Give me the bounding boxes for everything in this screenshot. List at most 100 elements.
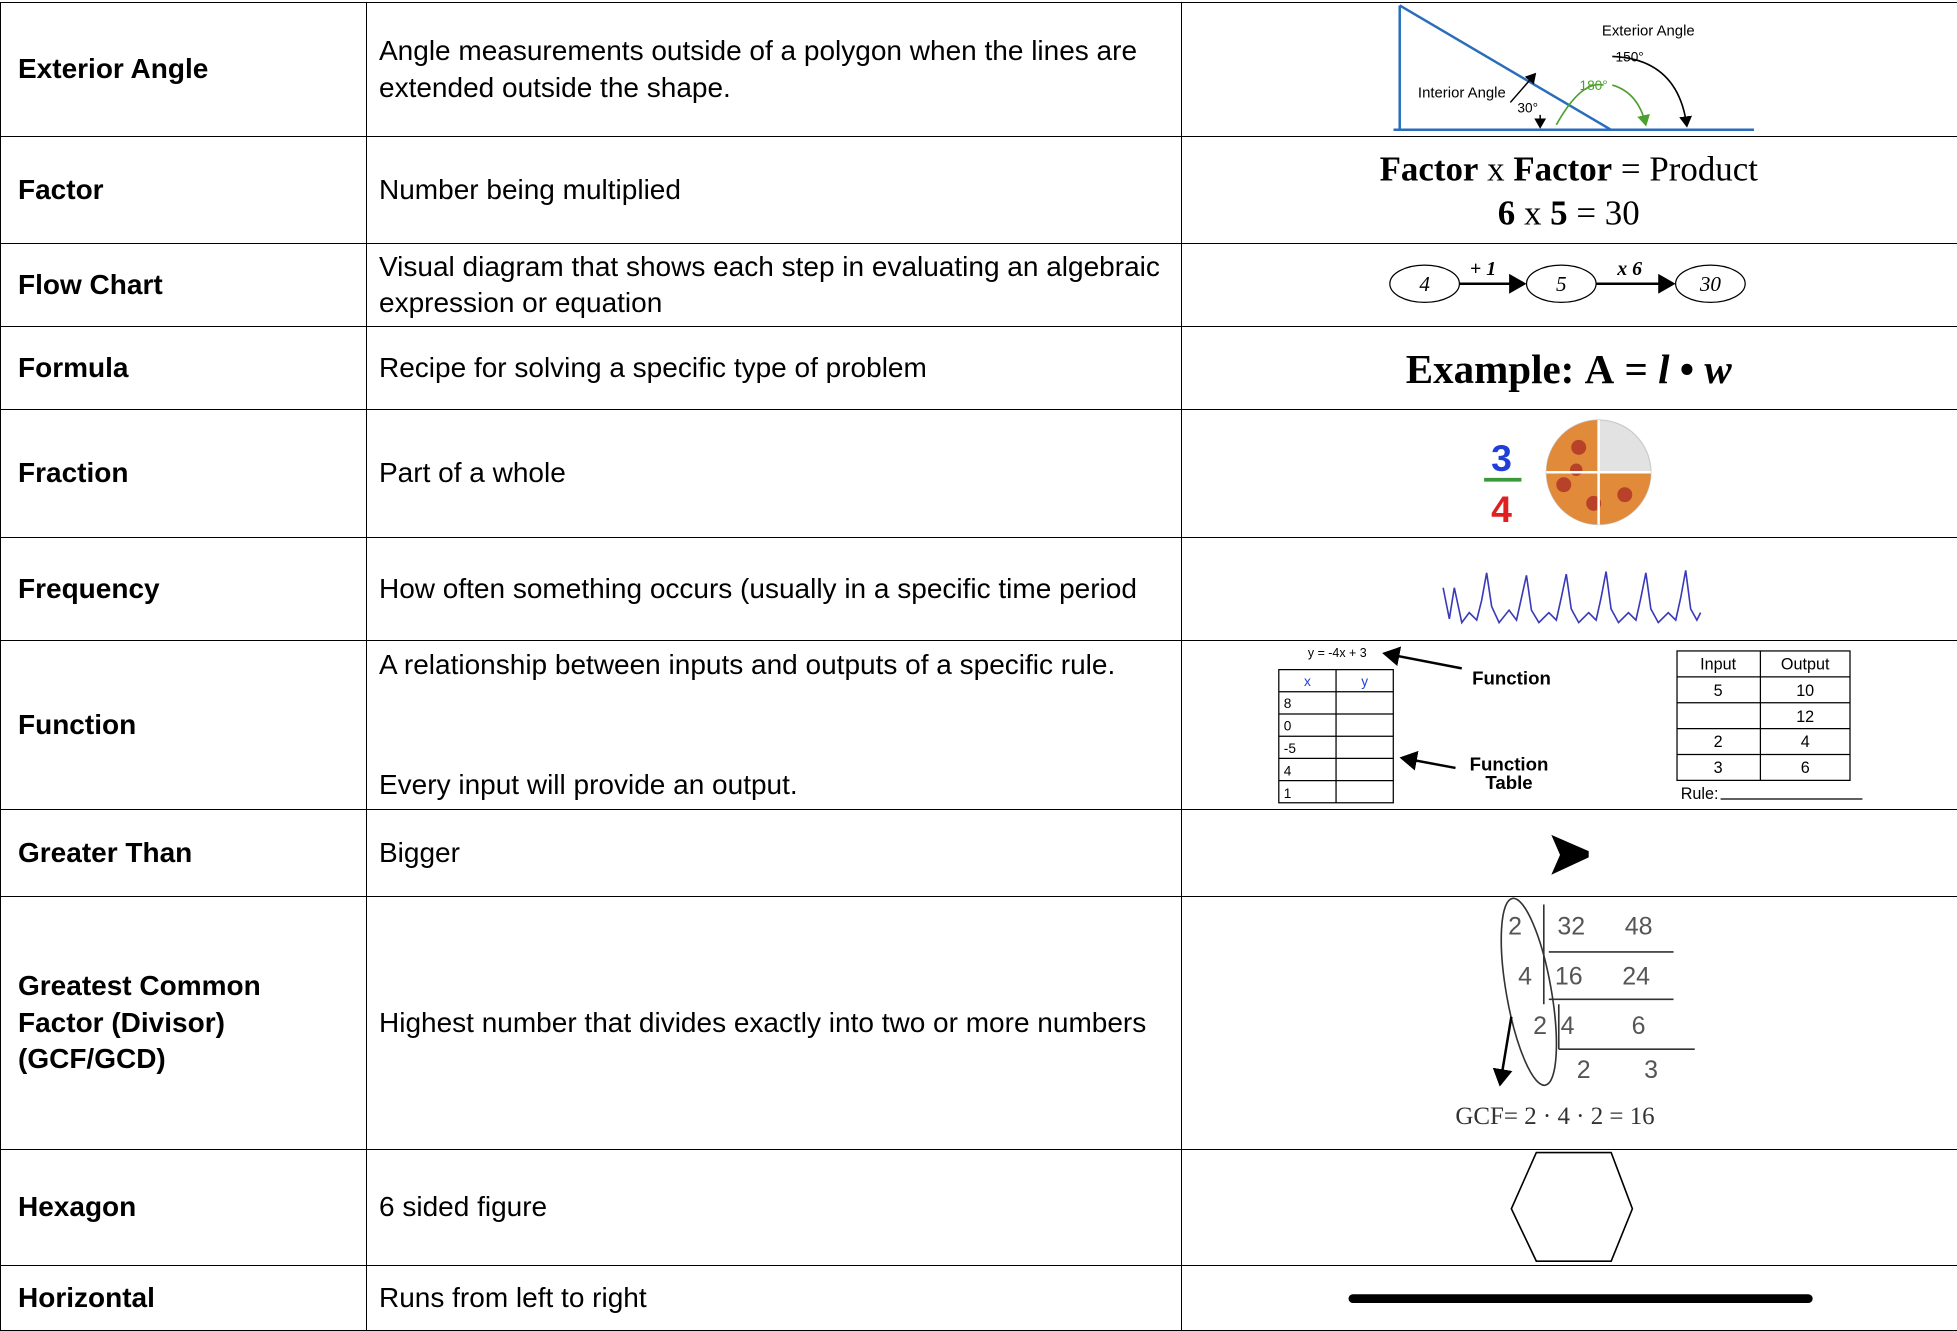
- example: [1182, 538, 1957, 641]
- equation: 6 x 5 = 30: [1498, 193, 1640, 232]
- cell: 0: [1284, 719, 1292, 734]
- term-line: (GCF/GCD): [18, 1041, 366, 1077]
- exterior-angle-figure: Exterior Angle 150° 180° Interior Angle …: [1182, 3, 1957, 136]
- definition: Number being multiplied: [367, 137, 1182, 244]
- header: Input: [1700, 656, 1736, 674]
- label: Function: [1472, 668, 1551, 689]
- definition-paragraphs: A relationship between inputs and output…: [379, 647, 1171, 803]
- table-row: Formula Recipe for solving a specific ty…: [1, 327, 1957, 410]
- node: 5: [1556, 272, 1567, 296]
- shape: Factor: [1380, 150, 1479, 189]
- table-row: Exterior Angle Angle measurements outsid…: [1, 3, 1957, 137]
- term-line: Greatest Common: [18, 968, 366, 1004]
- header: x: [1304, 674, 1311, 689]
- definition: How often something occurs (usually in a…: [367, 538, 1182, 641]
- definition: Visual diagram that shows each step in e…: [367, 244, 1182, 327]
- table-row: Horizontal Runs from left to right: [1, 1266, 1957, 1331]
- definition: A relationship between inputs and output…: [367, 641, 1182, 810]
- paragraph: A relationship between inputs and output…: [379, 647, 1171, 683]
- definition: Angle measurements outside of a polygon …: [367, 3, 1182, 137]
- table-row: Hexagon 6 sided figure: [1, 1150, 1957, 1266]
- shape: [1511, 1153, 1632, 1262]
- definition: 6 sided figure: [367, 1150, 1182, 1266]
- definition: Runs from left to right: [367, 1266, 1182, 1331]
- equation: Factor x Factor = Product: [1380, 150, 1759, 189]
- table-row: Fraction Part of a whole 3 4: [1, 410, 1957, 538]
- definition: Part of a whole: [367, 410, 1182, 538]
- shape: = Product: [1621, 150, 1758, 189]
- flow-chart-figure: 4 5 30 + 1 x 6: [1182, 244, 1957, 326]
- label: 30°: [1517, 100, 1538, 115]
- example: 3 4: [1182, 410, 1957, 538]
- example: y = -4x + 3 x y 8 0 -5 4 1 Function Func…: [1182, 641, 1957, 810]
- shape: = 30: [1576, 193, 1639, 232]
- greater-than-figure: [1182, 810, 1957, 896]
- shape: [1500, 1017, 1511, 1084]
- table-row: Factor Number being multiplied Factor x …: [1, 137, 1957, 244]
- step: + 1: [1470, 258, 1496, 280]
- cell: 10: [1796, 682, 1814, 700]
- cell: 8: [1284, 696, 1292, 711]
- divisor: 4: [1518, 962, 1532, 990]
- shape: [1617, 487, 1632, 502]
- shape: [1571, 440, 1586, 455]
- table-row: Flow Chart Visual diagram that shows eac…: [1, 244, 1957, 327]
- horizontal-figure: [1182, 1266, 1957, 1330]
- shape: x: [1524, 193, 1542, 232]
- shape: Input Output 5 10 12 2 4 3 6: [1700, 656, 1830, 777]
- number: 4: [1561, 1012, 1575, 1040]
- fraction-figure: 3 4: [1182, 410, 1957, 537]
- equation: y = -4x + 3: [1308, 646, 1367, 660]
- label: 150°: [1616, 49, 1644, 64]
- label: 180°: [1579, 78, 1607, 93]
- shape: =: [1624, 346, 1647, 392]
- label: Interior Angle: [1418, 85, 1506, 101]
- example: [1182, 810, 1957, 897]
- header: y: [1361, 674, 1368, 689]
- number: 48: [1625, 912, 1653, 940]
- term: Formula: [1, 327, 367, 410]
- example: [1182, 1266, 1957, 1331]
- shape: [1612, 56, 1687, 126]
- term: Horizontal: [1, 1266, 367, 1331]
- cell: 3: [1714, 759, 1723, 777]
- example: [1182, 1150, 1957, 1266]
- example: 2 4 2 32 48 16 24 4 6 2 3 GCF= 2 · 4 · 2…: [1182, 897, 1957, 1150]
- term: Frequency: [1, 538, 367, 641]
- number: 6: [1632, 1012, 1646, 1040]
- shape: [1570, 464, 1582, 476]
- numerator: 3: [1491, 437, 1512, 479]
- divisor: 2: [1508, 912, 1522, 940]
- shape: [1402, 758, 1456, 768]
- number: 2: [1577, 1056, 1591, 1084]
- shape: [1551, 835, 1588, 875]
- definition: Recipe for solving a specific type of pr…: [367, 327, 1182, 410]
- label: Table: [1485, 772, 1532, 793]
- table-row: Frequency How often something occurs (us…: [1, 538, 1957, 641]
- term: Greater Than: [1, 810, 367, 897]
- shape: Example:: [1406, 346, 1575, 392]
- example: 4 5 30 + 1 x 6: [1182, 244, 1957, 327]
- number: 24: [1622, 962, 1650, 990]
- shape: 5: [1550, 193, 1567, 232]
- formula: Example: A = l • w: [1406, 346, 1733, 392]
- shape: w: [1704, 346, 1732, 392]
- cell: 6: [1801, 759, 1810, 777]
- step: x 6: [1616, 258, 1642, 280]
- label: Exterior Angle: [1602, 23, 1695, 39]
- divisor: 2: [1533, 1012, 1547, 1040]
- term: Flow Chart: [1, 244, 367, 327]
- definition: Highest number that divides exactly into…: [367, 897, 1182, 1150]
- factor-figure: Factor x Factor = Product 6 x 5 = 30: [1182, 137, 1957, 243]
- shape: [1490, 897, 1567, 1089]
- denominator: 4: [1491, 488, 1512, 530]
- hexagon-figure: [1182, 1150, 1957, 1265]
- shape: 6: [1498, 193, 1515, 232]
- shape: 2 4 2 32 48 16 24 4 6 2 3: [1508, 912, 1658, 1083]
- number: 32: [1557, 912, 1585, 940]
- term: Factor: [1, 137, 367, 244]
- shape: •: [1680, 346, 1694, 392]
- example: Exterior Angle 150° 180° Interior Angle …: [1182, 3, 1957, 137]
- cell: 1: [1284, 786, 1292, 801]
